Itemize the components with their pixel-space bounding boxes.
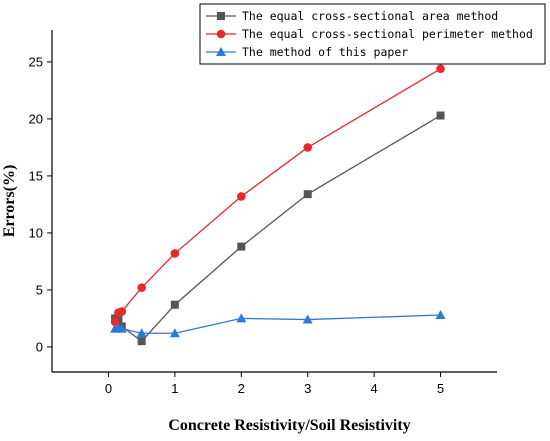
data-point-square	[170, 300, 179, 309]
data-point-square	[114, 314, 123, 323]
data-point-circle	[170, 249, 180, 258]
data-point-circle	[216, 29, 226, 39]
series-line	[115, 114, 441, 343]
y-tick-label: 25	[29, 54, 43, 69]
data-point-triangle	[435, 310, 446, 319]
y-tick-label: 20	[29, 111, 43, 126]
data-point-square	[237, 242, 246, 251]
data-point-circle	[110, 317, 120, 327]
data-point-circle	[436, 64, 445, 74]
data-point-square	[217, 12, 225, 20]
x-tick-label: 5	[437, 381, 444, 396]
x-tick-label: 1	[171, 381, 178, 396]
data-point-triangle	[136, 328, 147, 338]
x-tick-label: 3	[304, 381, 311, 396]
y-tick-label: 10	[29, 225, 43, 240]
data-point-square	[137, 337, 146, 346]
data-point-circle	[236, 192, 246, 201]
data-point-circle	[117, 307, 127, 316]
axes	[51, 30, 497, 373]
y-tick-label: 15	[29, 168, 43, 183]
x-tick-label: 2	[238, 381, 245, 396]
data-point-triangle	[302, 314, 313, 324]
y-tick-label: 5	[36, 282, 43, 297]
data-point-square	[303, 190, 312, 199]
legend-label: The equal cross-sectional area method	[242, 9, 498, 23]
legend-box	[199, 3, 546, 65]
ticks: 0 1 2 3 4 5 0 5 10 15 20 25	[29, 54, 445, 396]
x-tick-label: 4	[371, 381, 378, 396]
data-point-triangle	[216, 47, 226, 56]
y-tick-label: 0	[36, 339, 43, 354]
data-point-square	[436, 111, 445, 120]
series-line	[114, 68, 441, 323]
x-tick-label: 0	[105, 381, 112, 396]
data-point-triangle	[169, 328, 180, 338]
plot-area	[110, 64, 446, 346]
legend-label: The method of this paper	[242, 45, 408, 59]
legend: The equal cross-sectional area method The…	[199, 3, 546, 65]
y-axis-title: Errors(%)	[1, 165, 18, 238]
legend-label: The equal cross-sectional perimeter meth…	[242, 27, 533, 41]
series-square	[111, 111, 445, 346]
data-point-triangle	[236, 313, 247, 323]
x-axis-title: Concrete Resistivity/Soil Resistivity	[168, 417, 410, 434]
series-triangle	[110, 310, 446, 338]
data-point-circle	[137, 283, 146, 292]
data-point-circle	[303, 143, 313, 152]
series-circle	[110, 64, 445, 327]
data-point-triangle	[116, 323, 127, 333]
